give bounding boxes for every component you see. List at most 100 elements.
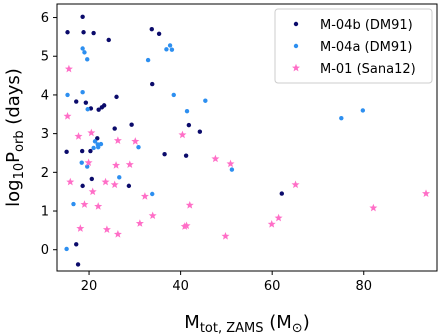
x-tick-label: 20 xyxy=(81,279,98,294)
data-point-series-2 xyxy=(85,107,90,112)
data-point-series-2 xyxy=(171,92,176,98)
data-point-series-3 xyxy=(113,230,122,238)
data-point-series-1 xyxy=(81,30,86,35)
data-point-series-2 xyxy=(79,160,84,165)
data-point-series-2 xyxy=(360,108,366,113)
data-point-series-2 xyxy=(80,90,85,95)
data-point-series-2 xyxy=(92,139,98,144)
data-point-series-3 xyxy=(148,211,157,220)
data-point-series-3 xyxy=(76,224,85,232)
data-point-series-2 xyxy=(85,57,90,62)
data-point-series-1 xyxy=(150,81,155,87)
data-point-series-1 xyxy=(126,183,132,189)
data-point-series-1 xyxy=(88,148,93,154)
y-tick-label: 4 xyxy=(41,88,49,103)
y-tick-label: 2 xyxy=(41,166,49,181)
y-tick-label: 1 xyxy=(41,205,49,220)
data-point-series-1 xyxy=(91,30,96,36)
data-point-series-3 xyxy=(369,203,378,212)
legend: M-04b (DM91) M-04a (DM91) M-01 (Sana12) xyxy=(274,8,433,84)
data-point-series-3 xyxy=(140,192,149,200)
data-point-series-1 xyxy=(89,176,94,182)
data-point-series-3 xyxy=(63,112,72,120)
y-tick-label: 0 xyxy=(41,243,49,258)
data-point-series-3 xyxy=(291,180,300,189)
data-point-series-3 xyxy=(88,187,97,196)
data-point-series-1 xyxy=(162,151,167,157)
data-point-series-3 xyxy=(84,158,93,167)
data-point-series-2 xyxy=(229,167,235,172)
data-point-series-1 xyxy=(112,126,117,131)
data-point-series-1 xyxy=(101,103,107,108)
x-tick-label: 60 xyxy=(264,279,281,294)
data-point-series-3 xyxy=(178,130,187,139)
data-point-series-3 xyxy=(74,132,83,140)
data-point-series-3 xyxy=(221,231,230,240)
data-point-series-3 xyxy=(422,189,431,198)
data-point-series-1 xyxy=(186,122,192,128)
data-point-series-2 xyxy=(167,43,173,48)
data-point-series-2 xyxy=(150,191,155,197)
data-point-series-1 xyxy=(183,153,189,158)
data-point-series-2 xyxy=(136,144,141,150)
legend-label: M-01 (Sana12) xyxy=(320,62,416,77)
data-point-series-3 xyxy=(226,159,235,168)
legend-marker xyxy=(293,43,299,49)
data-point-series-3 xyxy=(64,64,73,73)
data-point-series-2 xyxy=(164,47,169,52)
data-point-series-2 xyxy=(339,115,344,121)
legend-label: M-04a (DM91) xyxy=(320,40,412,55)
legend-label: M-04b (DM91) xyxy=(320,18,413,33)
data-point-series-3 xyxy=(185,201,194,209)
data-point-series-2 xyxy=(85,164,90,169)
data-point-series-1 xyxy=(80,183,85,189)
data-point-series-2 xyxy=(117,175,122,180)
data-point-series-1 xyxy=(65,30,70,35)
data-point-series-1 xyxy=(80,14,85,19)
data-point-series-1 xyxy=(106,37,111,43)
data-point-series-2 xyxy=(65,92,70,98)
y-tick-label: 6 xyxy=(41,11,49,26)
data-point-series-1 xyxy=(96,107,101,112)
data-point-series-3 xyxy=(80,200,89,208)
x-axis-label: Mtot, ZAMS (M⊙) xyxy=(184,312,309,336)
data-point-series-2 xyxy=(91,145,96,151)
y-tick-label: 3 xyxy=(41,127,49,142)
data-point-series-1 xyxy=(75,262,81,267)
legend-marker xyxy=(292,63,300,72)
x-tick-label: 80 xyxy=(355,279,372,294)
data-point-series-1 xyxy=(197,129,203,134)
data-point-series-3 xyxy=(113,136,122,144)
x-tick-label: 40 xyxy=(172,279,189,294)
data-point-series-1 xyxy=(64,149,69,155)
data-point-series-2 xyxy=(96,144,101,150)
plot-frame xyxy=(56,3,438,272)
data-point-series-3 xyxy=(102,225,111,233)
data-point-series-1 xyxy=(156,31,162,36)
data-point-series-3 xyxy=(110,180,119,189)
y-axis-ticks: 0 1 2 3 4 5 6 xyxy=(41,11,57,258)
legend-box xyxy=(274,8,433,84)
data-point-series-3 xyxy=(101,177,110,186)
data-point-series-3 xyxy=(267,219,276,228)
x-axis-ticks: 20 40 60 80 xyxy=(81,271,372,294)
data-point-series-2 xyxy=(184,108,190,114)
data-point-series-3 xyxy=(182,221,191,230)
legend-marker xyxy=(293,21,299,27)
data-point-series-1 xyxy=(149,26,154,32)
data-point-series-3 xyxy=(131,137,140,145)
data-point-series-2 xyxy=(80,46,85,51)
data-point-series-2 xyxy=(64,246,69,252)
y-tick-label: 5 xyxy=(41,50,49,65)
data-point-series-1 xyxy=(74,242,79,247)
plot-markers xyxy=(63,14,431,267)
data-point-series-2 xyxy=(82,50,87,55)
data-point-series-3 xyxy=(211,154,220,163)
data-point-series-3 xyxy=(125,160,134,168)
y-axis-label: log10Porb (days) xyxy=(3,68,27,207)
data-point-series-3 xyxy=(112,161,121,169)
data-point-series-2 xyxy=(145,57,151,63)
data-point-series-2 xyxy=(169,47,175,52)
data-point-series-2 xyxy=(203,98,208,103)
